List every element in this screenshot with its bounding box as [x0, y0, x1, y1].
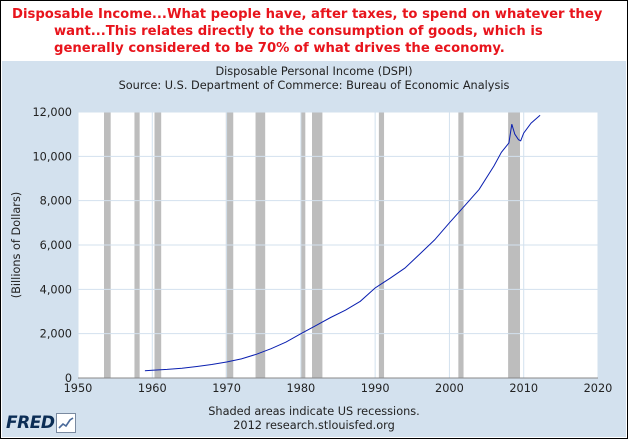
dspi-series-line [144, 114, 541, 372]
x-tick-label: 2010 [509, 382, 538, 395]
chart-title: Disposable Personal Income (DSPI) [215, 65, 413, 78]
y-tick-label: 8,000 [40, 195, 72, 208]
y-tick-label: 6,000 [40, 239, 72, 252]
y-tick-label: 10,000 [32, 150, 72, 163]
x-tick-label: 2000 [435, 382, 464, 395]
x-tick-label: 1990 [361, 382, 390, 395]
x-tick-label: 1980 [286, 382, 315, 395]
y-tick-label: 12,000 [32, 106, 72, 119]
headline-text: Disposable Income...What people have, af… [12, 7, 603, 56]
x-tick-label: 2020 [584, 382, 613, 395]
line-chart: 0 2,000 4,000 6,000 8,000 10,000 12,000 1950 196… [10, 106, 613, 395]
fred-logo: FRED [6, 412, 77, 434]
headline-box: Disposable Income...What people have, af… [1, 1, 627, 61]
chart-subtitle: Source: U.S. Department of Commerce: Bur… [118, 79, 510, 92]
chart-line-icon [56, 413, 77, 433]
fred-logo-text: FRED [6, 413, 55, 433]
y-tick-label: 4,000 [40, 283, 72, 296]
chart-panel: Disposable Personal Income (DSPI) Source… [2, 61, 626, 437]
x-tick-label: 1960 [138, 382, 167, 395]
y-tick-label: 0 [65, 372, 72, 385]
x-tick-label: 1950 [64, 382, 93, 395]
chart-notes: Shaded areas indicate US recessions. 201… [2, 405, 626, 433]
y-axis-label: (Billions of Dollars) [10, 192, 23, 299]
y-tick-label: 2,000 [40, 328, 72, 341]
recession-note: Shaded areas indicate US recessions. [208, 405, 420, 418]
source-url: 2012 research.stlouisfed.org [233, 419, 395, 432]
x-tick-label: 1970 [212, 382, 241, 395]
